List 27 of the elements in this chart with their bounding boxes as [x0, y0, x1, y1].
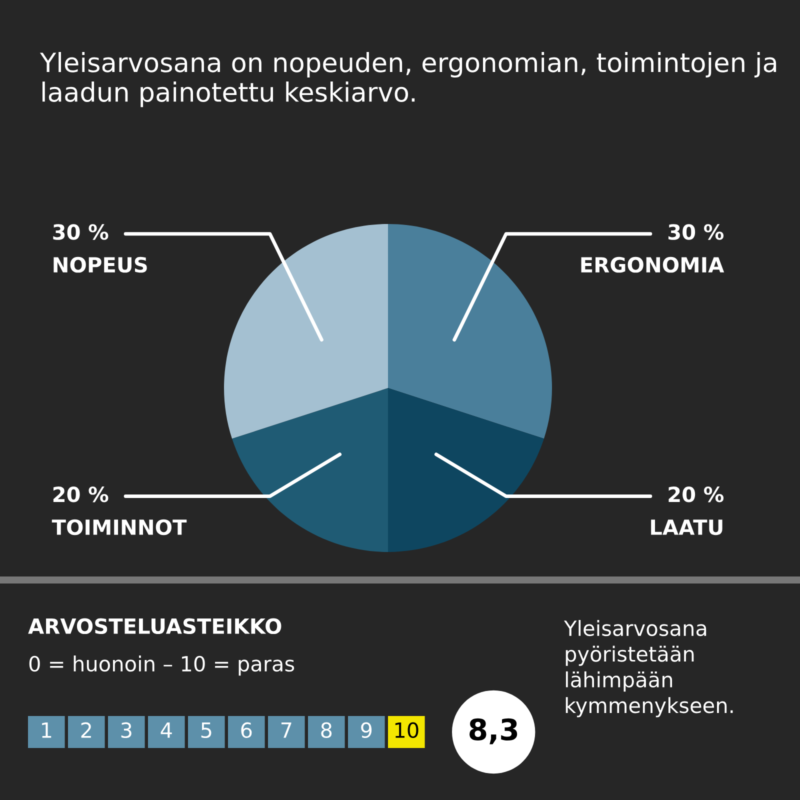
text: 3 — [121, 722, 132, 738]
text: 1 — [42, 722, 52, 738]
pie-slice — [232, 388, 388, 552]
pie-slice — [224, 224, 388, 439]
data-label: 30 % — [668, 224, 724, 240]
slice-label: LAATU — [651, 520, 722, 536]
pie-slice — [388, 224, 552, 439]
text: 7 — [281, 722, 292, 738]
text: 0 = huonoin – 10 = paras — [29, 656, 294, 676]
text: 8 — [321, 722, 332, 738]
text: 5 — [201, 722, 212, 738]
slice-label: ERGONOMIA — [581, 256, 724, 273]
data-label: 20 % — [668, 486, 724, 502]
text: 2 — [81, 722, 91, 738]
text: 6 — [241, 722, 252, 738]
data-label: 20 % — [53, 486, 108, 502]
data-label: 30 % — [53, 224, 108, 240]
slice-label: TOIMINNOT — [52, 519, 187, 536]
text: 4 — [160, 722, 172, 738]
text: 8,3 — [470, 718, 518, 744]
pie-slice — [388, 388, 544, 552]
text: 9 — [361, 722, 372, 738]
text: ARVOSTELUASTEIKKO — [28, 618, 282, 634]
text: 10 — [395, 722, 418, 738]
text: Yleisarvosana pyöristetään lähimpään kymmenykseen. — [564, 620, 733, 718]
slice-label: NOPEUS — [54, 256, 147, 273]
chart-title: Yleisarvosana on nopeuden, ergonomian, toimintojen ja laadun painotettu keskiarvo. — [40, 52, 776, 108]
